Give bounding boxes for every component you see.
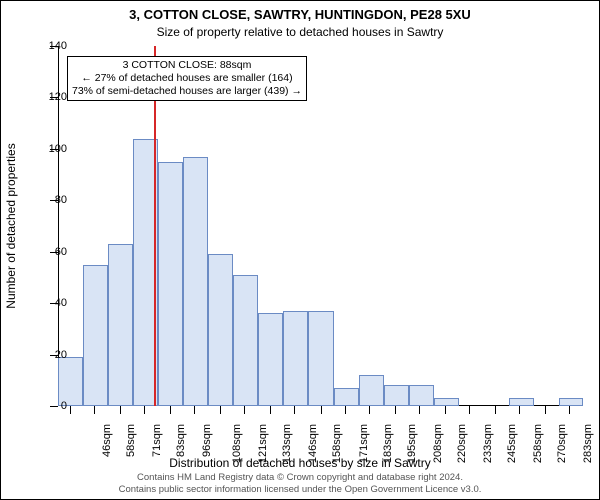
- x-tick-label: 58sqm: [125, 424, 137, 457]
- x-tick-label: 71sqm: [151, 424, 163, 457]
- x-tick-label: 108sqm: [231, 424, 243, 463]
- chart-title-sub: Size of property relative to detached ho…: [1, 25, 599, 39]
- chart-title-main: 3, COTTON CLOSE, SAWTRY, HUNTINGDON, PE2…: [1, 7, 599, 22]
- y-tick-label: 60: [27, 246, 67, 258]
- footer-line-1: Contains HM Land Registry data © Crown c…: [137, 472, 463, 483]
- annotation-line: ← 27% of detached houses are smaller (16…: [81, 72, 292, 84]
- annotation-box: 3 COTTON CLOSE: 88sqm← 27% of detached h…: [67, 56, 307, 101]
- histogram-bar: [233, 275, 258, 406]
- y-tick-label: 140: [27, 40, 67, 52]
- x-tick-label: 245sqm: [506, 424, 518, 463]
- footer: Contains HM Land Registry data © Crown c…: [1, 472, 599, 495]
- histogram-bar: [308, 311, 333, 406]
- histogram-bar: [158, 162, 183, 406]
- x-tick-label: 220sqm: [456, 424, 468, 463]
- histogram-bar: [384, 385, 409, 406]
- x-tick: [519, 406, 520, 414]
- x-tick: [369, 406, 370, 414]
- x-tick: [445, 406, 446, 414]
- y-axis-label: Number of detached properties: [4, 143, 18, 308]
- x-tick-label: 83sqm: [175, 424, 187, 457]
- x-tick-label: 208sqm: [432, 424, 444, 463]
- x-tick-label: 283sqm: [582, 424, 594, 463]
- x-tick: [194, 406, 195, 414]
- histogram-bar: [359, 375, 384, 406]
- histogram-bar: [108, 244, 133, 406]
- x-tick: [495, 406, 496, 414]
- y-tick-label: 100: [27, 143, 67, 155]
- x-tick: [545, 406, 546, 414]
- x-tick: [170, 406, 171, 414]
- x-tick: [70, 406, 71, 414]
- x-tick: [244, 406, 245, 414]
- x-tick-label: 46sqm: [101, 424, 113, 457]
- x-tick-label: 158sqm: [332, 424, 344, 463]
- histogram-bar: [334, 388, 359, 406]
- histogram-bar: [208, 254, 233, 406]
- x-tick: [120, 406, 121, 414]
- x-tick-label: 270sqm: [556, 424, 568, 463]
- y-tick-label: 0: [27, 400, 67, 412]
- x-tick-label: 121sqm: [257, 424, 269, 463]
- histogram-bar: [83, 265, 108, 406]
- x-tick: [469, 406, 470, 414]
- x-tick: [144, 406, 145, 414]
- histogram-bar: [434, 398, 459, 406]
- histogram-bar: [509, 398, 534, 406]
- x-tick: [419, 406, 420, 414]
- x-tick: [270, 406, 271, 414]
- y-tick-label: 20: [27, 349, 67, 361]
- x-tick-label: 146sqm: [308, 424, 320, 463]
- x-tick: [345, 406, 346, 414]
- x-tick: [294, 406, 295, 414]
- x-tick-label: 183sqm: [382, 424, 394, 463]
- histogram-bar: [283, 311, 308, 406]
- histogram-bar: [58, 357, 83, 406]
- x-tick-label: 171sqm: [358, 424, 370, 463]
- histogram-bar: [409, 385, 434, 406]
- x-tick: [321, 406, 322, 414]
- x-tick-label: 133sqm: [281, 424, 293, 463]
- y-tick-label: 40: [27, 297, 67, 309]
- histogram-bar: [183, 157, 208, 406]
- footer-line-2: Contains public sector information licen…: [119, 484, 482, 495]
- histogram-bar: [559, 398, 583, 406]
- x-tick-label: 96sqm: [201, 424, 213, 457]
- x-tick: [220, 406, 221, 414]
- annotation-line: 73% of semi-detached houses are larger (…: [72, 85, 302, 97]
- annotation-line: 3 COTTON CLOSE: 88sqm: [123, 59, 252, 71]
- y-tick-label: 120: [27, 91, 67, 103]
- x-tick: [395, 406, 396, 414]
- chart-figure: 3, COTTON CLOSE, SAWTRY, HUNTINGDON, PE2…: [0, 0, 600, 500]
- x-tick-label: 233sqm: [482, 424, 494, 463]
- x-tick: [569, 406, 570, 414]
- x-tick-label: 258sqm: [532, 424, 544, 463]
- histogram-bar: [258, 313, 283, 406]
- y-tick-label: 80: [27, 194, 67, 206]
- x-tick: [94, 406, 95, 414]
- x-tick-label: 195sqm: [406, 424, 418, 463]
